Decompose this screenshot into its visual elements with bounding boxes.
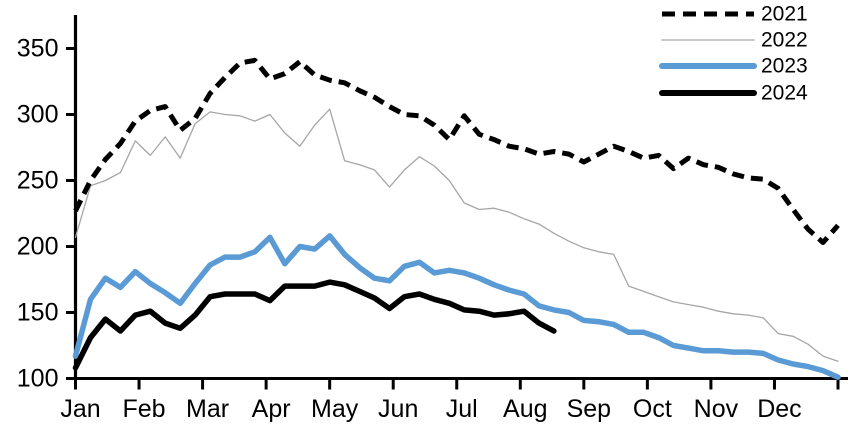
series-2024-line (72, 279, 557, 371)
x-tick-label: Jun (378, 395, 418, 423)
series-2021-line (73, 57, 840, 245)
y-tick-label: 150 (17, 299, 59, 327)
x-tick-label: Aug (503, 395, 547, 423)
y-tick-label: 100 (17, 365, 59, 393)
x-tick-label: Feb (122, 395, 165, 423)
legend-label-2022: 2022 (761, 29, 808, 52)
x-tick-label: Oct (633, 395, 672, 423)
y-tick-label: 350 (17, 35, 59, 63)
x-tick-label: Jul (446, 395, 478, 423)
series-2023-line (72, 233, 841, 380)
x-tick-label: Sep (567, 395, 611, 423)
x-tick-label: Nov (694, 395, 739, 423)
x-tick-label: Apr (252, 395, 291, 423)
y-tick-label: 250 (17, 167, 59, 195)
x-tick-label: Dec (757, 395, 801, 423)
legend-label-2021: 2021 (761, 3, 808, 26)
x-tick-label: Jan (60, 395, 100, 423)
legend-label-2024: 2024 (761, 82, 808, 105)
x-tick-label: May (311, 395, 359, 423)
y-tick-label: 200 (17, 233, 59, 261)
legend-label-2023: 2023 (761, 55, 808, 78)
x-tick-label: Mar (186, 395, 229, 423)
y-tick-label: 300 (17, 101, 59, 129)
series-2022-line (74, 108, 839, 362)
